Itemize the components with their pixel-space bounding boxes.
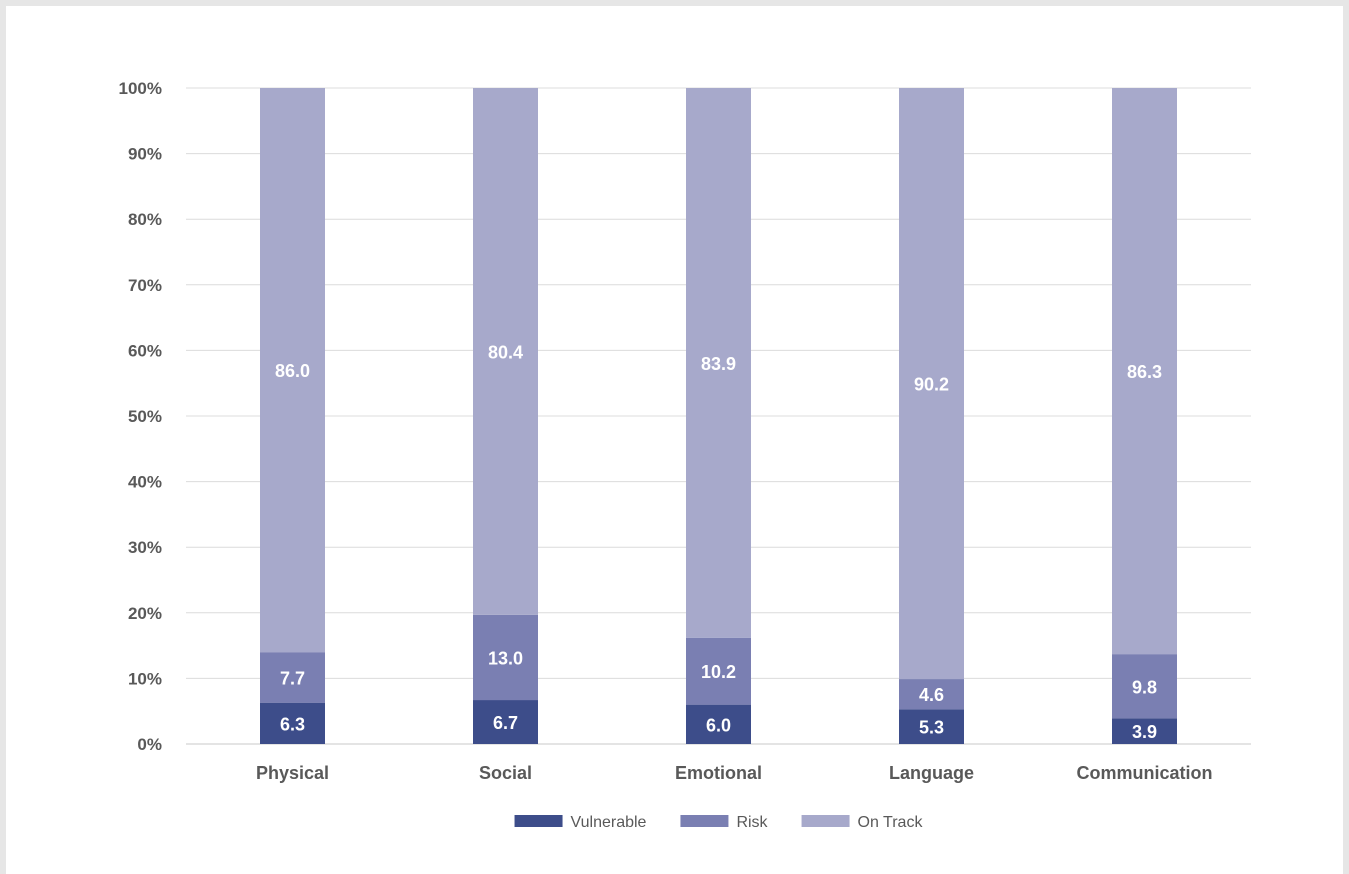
y-tick-label: 30% [128,538,162,557]
bar-emotional-vulnerable [686,704,751,744]
legend-label-on-track: On Track [858,814,924,831]
data-label-physical-risk: 7.7 [280,668,305,688]
y-axis-ticks: 0% 10% 20% 30% 40% 50% 60% 70% 80% 90% 100% [119,79,162,754]
y-tick-label: 100% [119,79,162,98]
bar-language-on-track [899,88,964,680]
bar-communication-vulnerable [1112,718,1177,744]
data-label-physical-on-track: 86.0 [275,361,310,381]
bar-social-risk [473,614,538,701]
bar-communication-risk [1112,654,1177,719]
y-tick-label: 0% [137,735,162,754]
category-label-language: Language [889,763,974,783]
data-label-communication-on-track: 86.3 [1127,362,1162,382]
y-tick-label: 40% [128,473,162,492]
category-label-physical: Physical [256,763,329,783]
data-label-communication-risk: 9.8 [1132,677,1157,697]
category-label-emotional: Emotional [675,763,762,783]
data-label-social-on-track: 80.4 [488,342,523,362]
legend-label-vulnerable: Vulnerable [571,814,647,831]
data-label-social-risk: 13.0 [488,648,523,668]
chart-panel: 0% 10% 20% 30% 40% 50% 60% 70% 80% 90% 100% 6.3 7.7… [6,6,1343,874]
legend-swatch-on-track [801,815,850,827]
data-label-physical-vulnerable: 6.3 [280,714,305,734]
category-label-communication: Communication [1076,763,1212,783]
legend-swatch-vulnerable [514,815,563,827]
bar-physical-on-track [260,88,325,653]
y-tick-label: 60% [128,341,162,360]
data-label-communication-vulnerable: 3.9 [1132,722,1157,742]
bar-emotional-risk [686,637,751,705]
legend-swatch-risk [680,815,729,827]
y-tick-label: 70% [128,276,162,295]
bar-physical-risk [260,652,325,703]
data-label-language-vulnerable: 5.3 [919,718,944,738]
bar-social-vulnerable [473,700,538,744]
data-labels: 6.3 7.7 86.0 6.7 13.0 80.4 6.0 10.2 83.9 5.3 4.6 90… [275,342,1162,742]
category-label-social: Social [479,763,532,783]
data-label-emotional-risk: 10.2 [701,662,736,682]
data-label-language-risk: 4.6 [919,685,944,705]
y-tick-label: 90% [128,145,162,164]
bar-physical-vulnerable [260,702,325,744]
bar-language-vulnerable [899,709,964,744]
y-tick-label: 80% [128,210,162,229]
bars [260,88,1177,744]
bar-language-risk [899,679,964,710]
data-label-language-on-track: 90.2 [914,375,949,395]
y-tick-label: 10% [128,669,162,688]
data-label-emotional-vulnerable: 6.0 [706,715,731,735]
bar-communication-on-track [1112,88,1177,655]
bar-social-on-track [473,88,538,615]
data-label-social-vulnerable: 6.7 [493,713,518,733]
bar-emotional-on-track [686,88,751,638]
stacked-bar-chart: 0% 10% 20% 30% 40% 50% 60% 70% 80% 90% 100% 6.3 7.7… [119,79,1251,831]
legend: Vulnerable Risk On Track [514,814,924,831]
data-label-emotional-on-track: 83.9 [701,354,736,374]
x-axis-categories: Physical Social Emotional Language Communica… [256,763,1213,783]
legend-label-risk: Risk [736,814,768,831]
y-tick-label: 50% [128,407,162,426]
y-tick-label: 20% [128,604,162,623]
